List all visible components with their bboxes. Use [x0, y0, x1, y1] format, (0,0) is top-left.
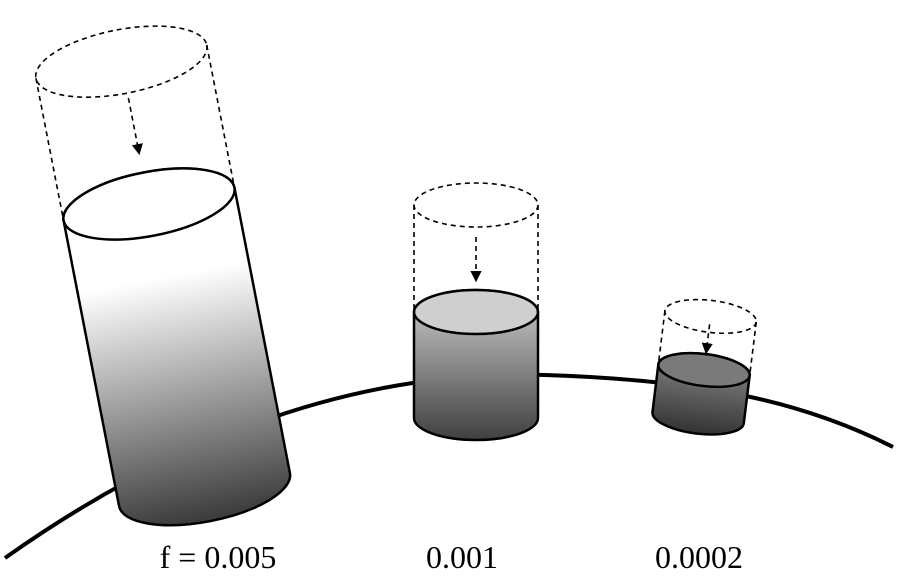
- cylinder: [412, 182, 540, 442]
- label: 0.0002: [655, 539, 743, 575]
- cylinder: [34, 25, 292, 527]
- label: f = 0.005: [160, 539, 277, 575]
- cylinder: [651, 298, 758, 436]
- label: 0.001: [426, 539, 498, 575]
